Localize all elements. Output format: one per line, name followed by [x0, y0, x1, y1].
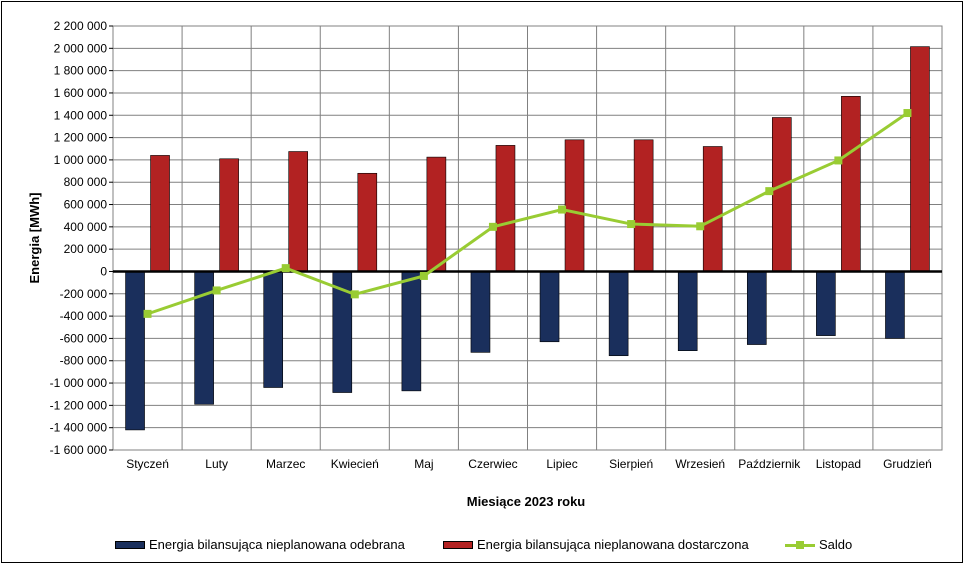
x-tick-label: Listopad — [816, 457, 861, 471]
y-tick-label: 0 — [100, 264, 107, 278]
x-tick-label: Styczeń — [126, 457, 169, 471]
legend: Energia bilansująca nieplanowana odebran… — [2, 537, 964, 559]
x-tick-label: Grudzień — [883, 457, 932, 471]
x-axis-title: Miesiące 2023 roku — [467, 494, 586, 509]
legend-label-dostarczona: Energia bilansująca nieplanowana dostarc… — [477, 537, 749, 552]
y-tick-label: -1 400 000 — [50, 421, 108, 435]
bar-dostarczona — [150, 155, 170, 272]
y-tick-label: 1 800 000 — [54, 64, 108, 78]
x-tick-labels: Styczeń Luty Marzec Kwiecień Maj Czerwiec Lipi… — [126, 457, 932, 471]
grid-lines — [109, 25, 942, 451]
bar-dostarczona — [357, 172, 378, 272]
saldo-point — [765, 187, 774, 196]
bar-dostarczona — [495, 145, 516, 272]
y-tick-label: 1 400 000 — [54, 108, 108, 122]
saldo-point — [834, 156, 843, 165]
y-tick-label: -400 000 — [60, 309, 108, 323]
y-tick-label: -200 000 — [60, 287, 108, 301]
bar-odebrana — [539, 271, 560, 343]
bar-dostarczona — [564, 139, 585, 272]
chart-plot: -1 600 000 -1 400 000 -1 200 000 -1 000 000… — [27, 19, 943, 509]
saldo-point — [627, 220, 636, 229]
legend-item-odebrana: Energia bilansująca nieplanowana odebran… — [115, 537, 405, 552]
y-tick-label: -600 000 — [60, 331, 108, 345]
legend-label-odebrana: Energia bilansująca nieplanowana odebran… — [149, 537, 405, 552]
y-tick-label: 600 000 — [64, 198, 108, 212]
x-tick-label: Lipiec — [546, 457, 577, 471]
x-tick-label: Luty — [205, 457, 228, 471]
bar-dostarczona — [771, 117, 792, 272]
x-tick-label: Maj — [414, 457, 433, 471]
x-tick-label: Sierpień — [609, 457, 653, 471]
bar-odebrana — [470, 271, 491, 353]
saldo-point — [488, 222, 497, 231]
x-tick-label: Wrzesień — [675, 457, 725, 471]
saldo-point — [696, 222, 705, 231]
bar-odebrana — [608, 271, 629, 357]
y-tick-label: -1 200 000 — [50, 398, 108, 412]
bar-odebrana — [885, 271, 905, 339]
y-tick-label: -1 000 000 — [50, 376, 108, 390]
bar-dostarczona — [219, 158, 239, 272]
bar-dostarczona — [426, 156, 447, 272]
y-tick-label: 1 200 000 — [54, 131, 108, 145]
bar-odebrana — [401, 271, 422, 392]
saldo-point — [350, 290, 359, 299]
saldo-point — [419, 271, 428, 280]
bar-dostarczona — [910, 46, 930, 272]
legend-swatch-odebrana — [115, 540, 145, 549]
y-tick-label: 1 000 000 — [54, 153, 108, 167]
y-tick-label: 400 000 — [64, 220, 108, 234]
y-tick-label: 1 600 000 — [54, 86, 108, 100]
y-tick-label: 200 000 — [64, 242, 108, 256]
saldo-point — [281, 264, 290, 273]
y-tick-label: 2 200 000 — [54, 19, 108, 33]
y-axis-title: Energia [MWh] — [27, 193, 42, 284]
saldo-point — [558, 205, 567, 214]
saldo-point — [903, 109, 912, 118]
saldo-line — [143, 109, 912, 318]
y-tick-label: -800 000 — [60, 354, 108, 368]
x-tick-label: Kwiecień — [331, 457, 379, 471]
y-tick-label: 800 000 — [64, 175, 108, 189]
bar-dostarczona — [633, 139, 654, 272]
y-tick-labels: -1 600 000 -1 400 000 -1 200 000 -1 000 000… — [50, 19, 108, 457]
y-tick-label: -1 600 000 — [50, 443, 108, 457]
x-tick-label: Marzec — [266, 457, 305, 471]
bar-dostarczona — [841, 95, 861, 272]
legend-swatch-dostarczona — [443, 540, 473, 549]
bar-dostarczona — [288, 151, 309, 272]
bar-odebrana — [746, 271, 767, 345]
bar-odebrana — [125, 271, 145, 431]
legend-label-saldo: Saldo — [819, 537, 853, 552]
bar-odebrana — [263, 271, 284, 388]
legend-item-dostarczona: Energia bilansująca nieplanowana dostarc… — [443, 537, 749, 552]
bar-odebrana — [677, 271, 698, 351]
saldo-point — [143, 309, 152, 318]
legend-line-saldo — [785, 538, 815, 552]
bar-dostarczona — [702, 146, 723, 272]
saldo-point — [212, 286, 221, 295]
legend-item-saldo: Saldo — [785, 537, 852, 552]
bar-odebrana — [816, 271, 836, 336]
x-tick-label: Czerwiec — [468, 457, 517, 471]
y-tick-label: 2 000 000 — [54, 41, 108, 55]
saldo-polyline — [147, 111, 909, 316]
x-tick-label: Październik — [738, 457, 801, 471]
